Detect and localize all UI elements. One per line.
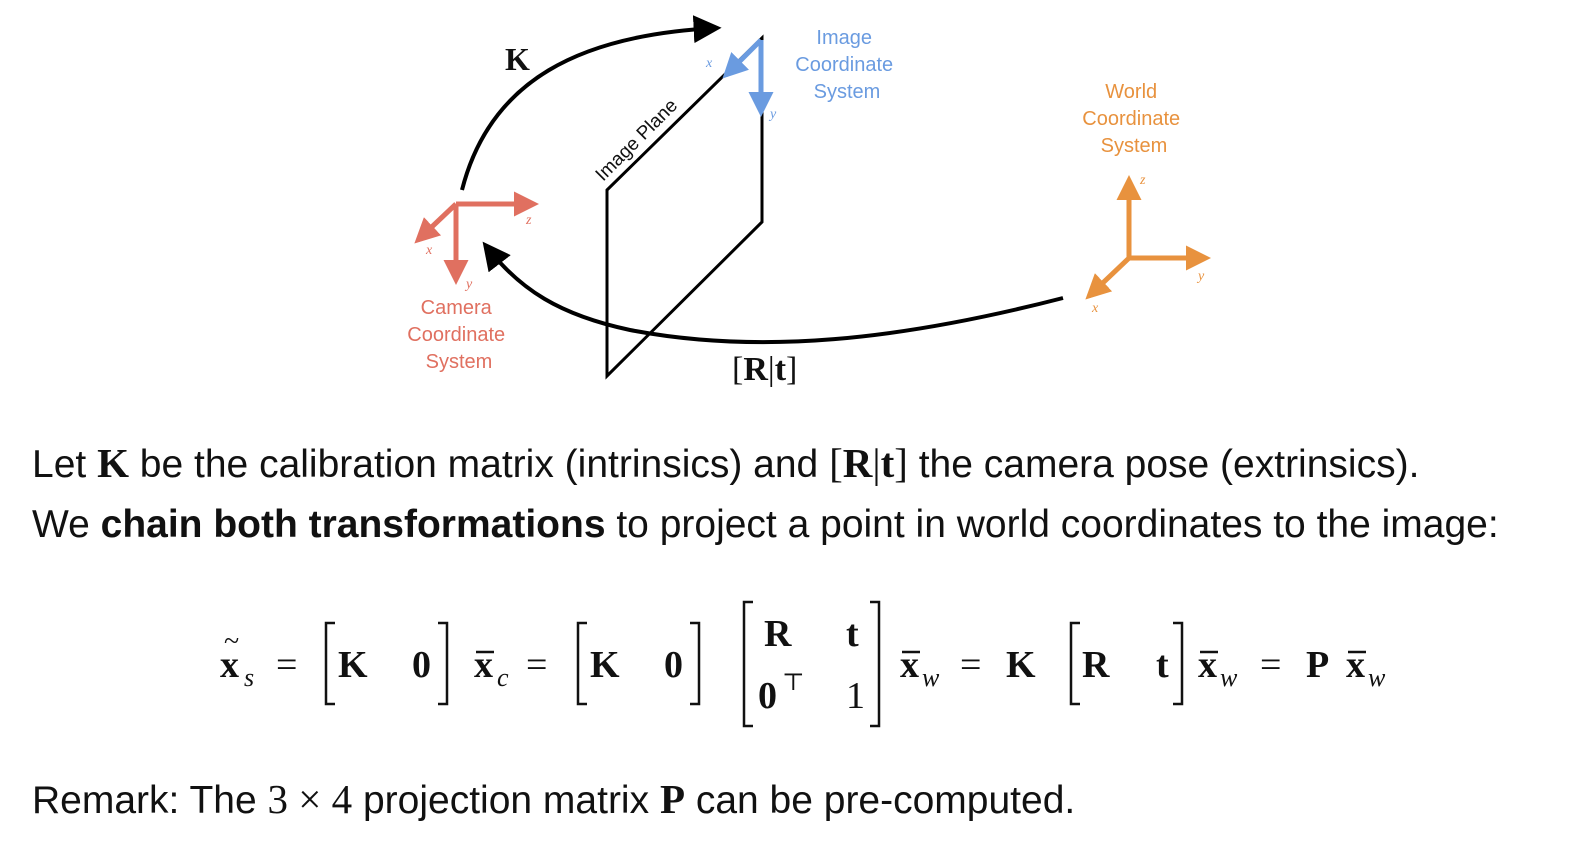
intro-line-2: We chain both transformations to project… xyxy=(32,502,1499,548)
eq-xw-3: x xyxy=(1346,644,1365,686)
intro-line-1: Let K be the calibration matrix (intrins… xyxy=(32,440,1419,488)
world-x-axis xyxy=(1085,256,1131,300)
projection-equation: x ~ s = K 0 x c = K 0 R t 0 ⊤ 1 x w = K xyxy=(220,600,1386,728)
image-plane-label: Image Plane xyxy=(592,95,682,185)
eq-bracket-l-2 xyxy=(576,621,587,706)
eq-equals-3: = xyxy=(960,644,981,686)
line2-text-a: We xyxy=(32,503,101,546)
world-cs-label: World Coordinate System xyxy=(1082,81,1185,157)
line1-R-symbol: R xyxy=(842,440,873,486)
eq-lhs-sub: s xyxy=(244,663,254,692)
eq-xw-3-sub: w xyxy=(1368,663,1386,692)
eq-equals-2: = xyxy=(526,644,547,686)
eq-lhs-x: x xyxy=(220,644,239,686)
image-plane-shape xyxy=(605,34,764,380)
eq-xc-sub: c xyxy=(497,663,509,692)
line1-K-symbol: K xyxy=(97,440,129,486)
eq-zero-2: 0 xyxy=(664,644,683,686)
camera-cs-label: Camera Coordinate System xyxy=(407,297,510,373)
world-coordinate-system: z y x World Coordinate System xyxy=(1082,81,1211,316)
rt-label: [R|t] xyxy=(732,351,797,388)
remark-text-b: projection matrix xyxy=(352,779,660,822)
eq-bracket-l-3 xyxy=(1069,621,1080,706)
eq-matrix-bracket-l xyxy=(742,600,753,728)
line1-bar: | xyxy=(872,440,881,486)
eq-K-2: K xyxy=(590,644,620,686)
eq-xc: x xyxy=(474,644,493,686)
eq-equals-4: = xyxy=(1260,644,1281,686)
remark-text-c: can be pre-computed. xyxy=(684,779,1076,822)
line1-text-b: be the calibration matrix (intrinsics) a… xyxy=(128,443,830,486)
rt-transform-arrow xyxy=(482,241,1064,345)
line2-text-b: to project a point in world coordinates … xyxy=(605,503,1499,546)
remark-line: Remark: The 3 × 4 projection matrix P ca… xyxy=(32,776,1075,824)
world-z-label: z xyxy=(1139,173,1146,188)
eq-matrix-zero: 0 xyxy=(758,675,777,717)
remark-dim-3: 3 xyxy=(267,776,289,822)
eq-xw-1-sub: w xyxy=(922,663,940,692)
camera-coordinate-system: z x y Camera Coordinate System xyxy=(407,191,539,373)
eq-K-1: K xyxy=(338,644,368,686)
eq-bracket-r-2 xyxy=(690,621,701,706)
remark-P-symbol: P xyxy=(659,776,685,822)
line1-bracket-open: [ xyxy=(829,440,843,486)
eq-bracket-r-1 xyxy=(438,621,449,706)
image-cs-label: Image Coordinate System xyxy=(795,27,898,103)
eq-zero-1: 0 xyxy=(412,644,431,686)
line1-t-symbol: t xyxy=(880,440,895,486)
camera-x-label: x xyxy=(425,243,433,258)
eq-t: t xyxy=(1156,644,1169,686)
eq-tilde: ~ xyxy=(224,626,239,657)
eq-matrix-T: ⊤ xyxy=(782,670,805,696)
line2-bold-text: chain both transformations xyxy=(100,503,606,546)
eq-bracket-l-1 xyxy=(324,621,335,706)
image-x-label: x xyxy=(705,56,713,71)
line1-text-c: the camera pose (extrinsics). xyxy=(907,443,1420,486)
remark-times: × xyxy=(288,776,332,822)
eq-xw-2-sub: w xyxy=(1220,663,1238,692)
image-coordinate-system: x y Image Coordinate System xyxy=(705,27,898,122)
line1-text-a: Let xyxy=(32,443,98,486)
eq-P: P xyxy=(1306,644,1329,686)
eq-xw-2: x xyxy=(1198,644,1217,686)
remark-dim-4: 4 xyxy=(331,776,353,822)
eq-equals-1: = xyxy=(276,644,297,686)
eq-K-3: K xyxy=(1006,644,1036,686)
eq-matrix-one: 1 xyxy=(846,675,865,717)
eq-xw-1: x xyxy=(900,644,919,686)
eq-R: R xyxy=(1082,644,1110,686)
k-label: K xyxy=(505,41,530,77)
eq-matrix-bracket-r xyxy=(870,600,881,728)
camera-x-axis xyxy=(414,202,458,244)
line1-bracket-close: ] xyxy=(894,440,908,486)
camera-z-label: z xyxy=(525,213,532,228)
image-x-axis xyxy=(722,38,763,79)
eq-matrix-t: t xyxy=(846,613,859,655)
world-y-label: y xyxy=(1196,269,1205,284)
world-x-label: x xyxy=(1091,301,1099,316)
image-y-label: y xyxy=(768,107,777,122)
eq-matrix-R: R xyxy=(764,613,792,655)
eq-bracket-r-3 xyxy=(1173,621,1184,706)
camera-y-label: y xyxy=(464,277,473,292)
remark-text-a: Remark: The xyxy=(32,779,268,822)
k-transform-arrow xyxy=(460,15,722,191)
